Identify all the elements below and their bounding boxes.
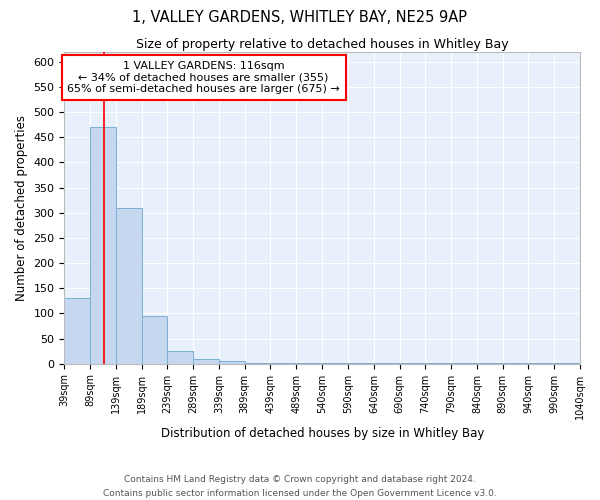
Bar [142, 316, 167, 364]
Bar [167, 351, 193, 364]
Bar [374, 363, 400, 364]
Bar [219, 361, 245, 364]
Bar [116, 208, 142, 364]
Bar [554, 363, 580, 364]
Bar [503, 363, 529, 364]
Bar [296, 363, 322, 364]
Bar [245, 362, 271, 364]
Bar [529, 363, 554, 364]
Text: Contains HM Land Registry data © Crown copyright and database right 2024.
Contai: Contains HM Land Registry data © Crown c… [103, 476, 497, 498]
Bar [425, 363, 451, 364]
Bar [451, 363, 477, 364]
Y-axis label: Number of detached properties: Number of detached properties [15, 114, 28, 300]
Bar [271, 362, 296, 364]
Bar [322, 363, 348, 364]
Bar [193, 358, 219, 364]
Text: 1, VALLEY GARDENS, WHITLEY BAY, NE25 9AP: 1, VALLEY GARDENS, WHITLEY BAY, NE25 9AP [133, 10, 467, 25]
Bar [400, 363, 425, 364]
Title: Size of property relative to detached houses in Whitley Bay: Size of property relative to detached ho… [136, 38, 509, 51]
Bar [64, 298, 90, 364]
X-axis label: Distribution of detached houses by size in Whitley Bay: Distribution of detached houses by size … [161, 427, 484, 440]
Bar [90, 127, 116, 364]
Bar [477, 363, 503, 364]
Text: 1 VALLEY GARDENS: 116sqm
← 34% of detached houses are smaller (355)
65% of semi-: 1 VALLEY GARDENS: 116sqm ← 34% of detach… [67, 61, 340, 94]
Bar [348, 363, 374, 364]
